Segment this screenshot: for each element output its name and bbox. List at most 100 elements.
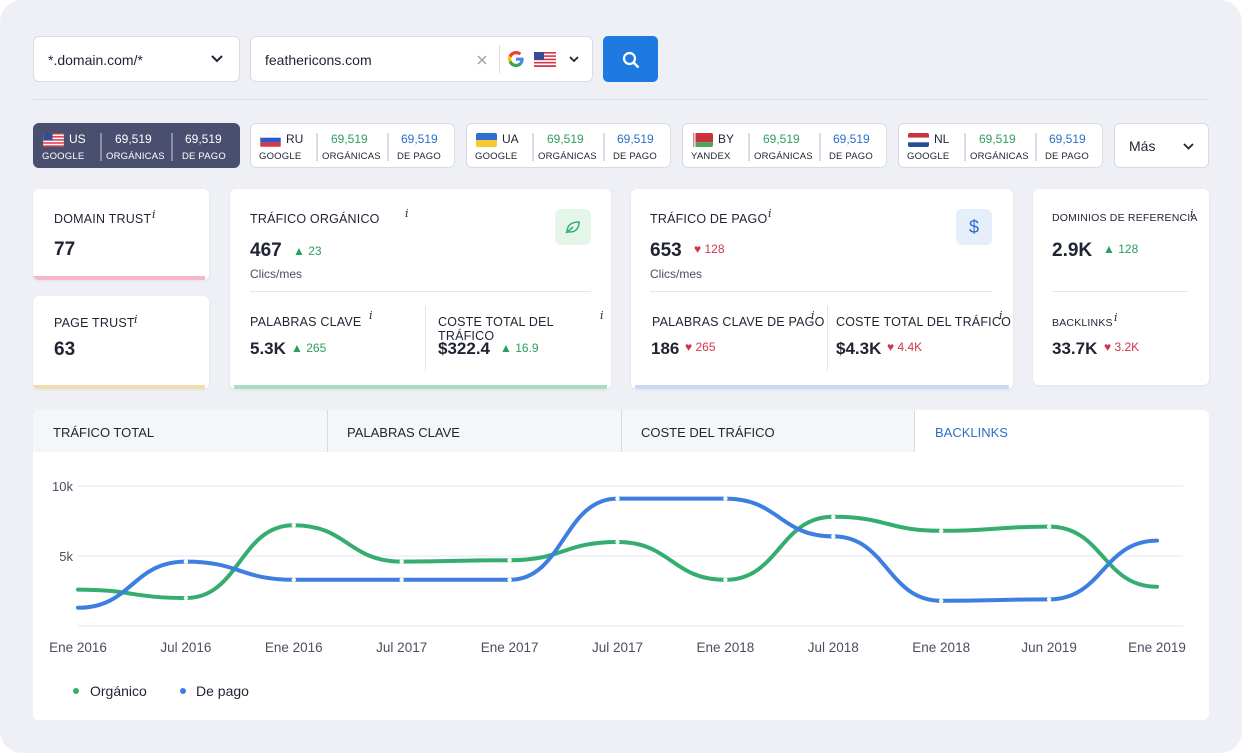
paid-keywords-value: 186 [651,339,680,358]
x-tick-label: Ene 2019 [1128,640,1186,655]
info-icon[interactable]: i [600,309,604,322]
info-icon[interactable]: i [152,208,156,221]
data-point[interactable] [939,528,944,533]
data-point[interactable] [831,534,836,539]
data-point[interactable] [831,514,836,519]
data-point[interactable] [1046,524,1052,529]
x-tick-label: Ene 2018 [696,640,754,655]
organic-label: ORGÁNICAS [970,151,1029,162]
organic-label: ORGÁNICAS [538,151,597,162]
organic-count: 69,519 [115,132,152,146]
data-point[interactable] [615,539,620,545]
info-icon[interactable]: i [405,207,409,220]
data-point[interactable] [723,496,728,501]
tab-keywords[interactable]: PALABRAS CLAVE [347,425,460,440]
data-point[interactable] [939,598,944,603]
legend-organic-label: Orgánico [90,683,147,699]
tab-traffic-cost[interactable]: COSTE DEL TRÁFICO [641,425,775,440]
dollar-icon: $ [968,217,979,237]
region-ua[interactable]: UA GOOGLE 69,519 ORGÁNICAS 69,519 DE PAG… [466,123,671,168]
leaf-icon [565,221,580,234]
delta-value: 16.9 [515,341,539,355]
search-button[interactable] [603,36,658,82]
organic-label: ORGÁNICAS [106,151,165,162]
paid-label: DE PAGO [829,151,873,162]
paid-count: 69,519 [185,132,222,146]
info-icon[interactable]: i [134,313,138,326]
region-code: RU [286,132,304,146]
delta-value: 3.2K [1114,340,1140,354]
data-point[interactable] [399,577,404,582]
data-point[interactable] [399,559,404,564]
info-icon[interactable]: i [1114,311,1118,324]
organic-delta: ▲ 23 [293,244,322,258]
region-ru[interactable]: RU GOOGLE 69,519 ORGÁNICAS 69,519 DE PAG… [250,123,455,168]
data-point[interactable] [507,558,512,563]
data-point[interactable] [183,559,189,564]
organic-label: ORGÁNICAS [322,151,381,162]
data-point[interactable] [291,523,296,528]
info-icon[interactable]: i [811,309,815,322]
paid-traffic-card: TRÁFICO DE PAGO i $ 653 ♥ 128 Clics/mes … [631,189,1013,389]
engine-label: GOOGLE [259,151,302,162]
info-icon[interactable]: i [768,207,772,220]
backlinks-value: 33.7K [1052,339,1098,358]
refs-value: 2.9K [1052,240,1093,261]
paid-keywords-delta: ♥ 265 [685,340,716,354]
domain-input[interactable]: feathericons.com [250,36,593,82]
us-flag-icon [534,52,556,67]
region-code: BY [718,132,735,146]
data-point[interactable] [183,595,189,601]
x-tick-label: Jun 2019 [1021,640,1077,655]
data-point[interactable] [291,577,296,582]
clear-icon[interactable] [477,55,487,65]
unit-label: Clics/mes [250,267,303,281]
info-icon[interactable]: i [369,309,373,322]
keywords-delta: ▲ 265 [291,341,327,355]
pattern-value: *.domain.com/* [48,52,143,68]
more-label: Más [1129,138,1156,154]
data-point[interactable] [615,496,620,501]
tab-total-traffic[interactable]: TRÁFICO TOTAL [53,425,155,440]
region-code: US [69,132,86,146]
region-by[interactable]: BY YANDEX 69,519 ORGÁNICAS 69,519 DE PAG… [682,123,887,168]
x-tick-label: Ene 2016 [265,640,323,655]
data-point[interactable] [723,577,728,582]
region-us[interactable]: US GOOGLE 69,519 ORGÁNICAS 69,519 DE PAG… [33,123,240,168]
search-icon [622,51,640,69]
series-line-organic [76,514,1159,601]
paid-delta: ♥ 128 [694,242,725,256]
region-code: UA [502,132,519,146]
tab-backlinks[interactable]: BACKLINKS [915,410,1209,452]
ua-flag-icon [476,133,497,147]
organic-label: ORGÁNICAS [754,151,813,162]
paid-keywords-label: PALABRAS CLAVE DE PAGO [652,315,825,329]
pattern-select[interactable]: *.domain.com/* [33,36,240,82]
card-label: TRÁFICO ORGÁNICO [250,212,380,226]
card-label: PAGE TRUST [54,316,135,330]
chevron-down-icon [211,55,223,63]
delta-value: 4.4K [897,340,923,354]
delta-value: 265 [306,341,327,355]
referring-domains-card: DOMINIOS DE REFERENCIA i 2.9K ▲ 128 BACK… [1033,189,1209,385]
paid-count: 69,519 [1049,132,1086,146]
info-icon[interactable]: i [1190,207,1194,220]
more-regions-dropdown[interactable]: Más [1114,123,1209,168]
region-nl[interactable]: NL GOOGLE 69,519 ORGÁNICAS 69,519 DE PAG… [898,123,1103,168]
info-icon[interactable]: i [999,309,1003,322]
data-point[interactable] [1046,597,1052,602]
card-value: 77 [54,239,76,260]
engine-label: GOOGLE [907,151,950,162]
chevron-down-icon[interactable] [569,56,579,63]
delta-value: 128 [704,242,725,256]
paid-count: 69,519 [617,132,654,146]
data-point[interactable] [507,577,512,582]
paid-count: 69,519 [401,132,438,146]
delta-value: 23 [308,244,322,258]
unit-label: Clics/mes [650,267,703,281]
paid-label: DE PAGO [613,151,657,162]
x-tick-label: Ene 2018 [912,640,970,655]
series-line-paid [76,496,1159,610]
organic-traffic-card: TRÁFICO ORGÁNICO i 467 ▲ 23 Clics/mes PA… [230,189,611,389]
